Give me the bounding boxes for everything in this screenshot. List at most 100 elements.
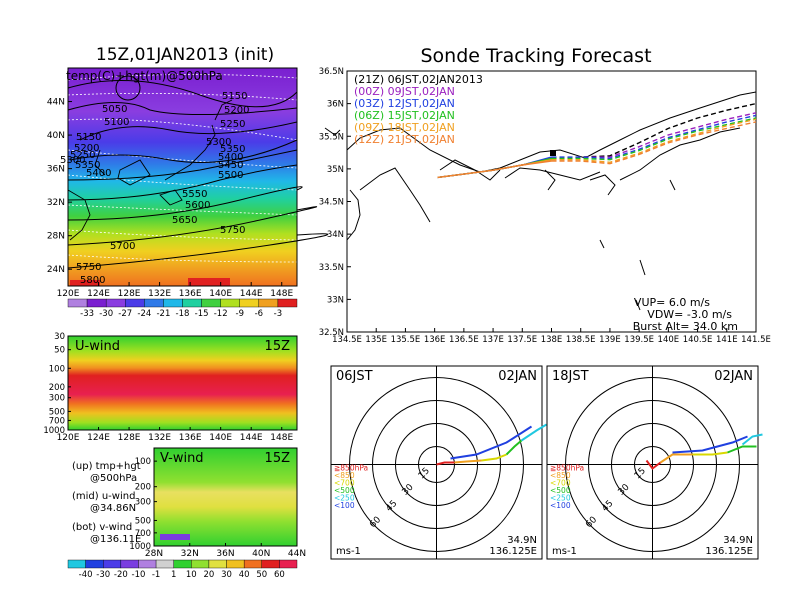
warm-patch xyxy=(70,280,100,286)
colorbar-label: 30 xyxy=(221,570,232,580)
y-tick-label: 30 xyxy=(54,332,65,342)
hodograph-level-label: ≧850hPa xyxy=(550,464,584,473)
upper-panel-label: temp(C)+hgt(m)@500hPa xyxy=(66,69,223,83)
hodograph-trace xyxy=(659,453,693,464)
colorbar-label: -33 xyxy=(80,309,94,319)
y-tick-label: 500 xyxy=(135,516,151,526)
tracking-y-ticks: 32.5N 33N 33.5N 34N 34.5N 35N 35.5N 36N 36.5N xyxy=(319,67,351,338)
colorbar-label: -6 xyxy=(255,309,263,319)
tracking-map: (21Z) 06JST,02JAN2013(00Z) 09JST,02JAN(0… xyxy=(319,67,771,345)
hodograph-level-label: <500 xyxy=(334,486,355,495)
contour-label: 5800 xyxy=(80,275,105,286)
warm-patch-2 xyxy=(188,278,230,286)
y-tick-label: 44N xyxy=(47,98,65,108)
x-tick-label: 136E xyxy=(179,289,202,299)
colorbar-swatch xyxy=(226,559,245,569)
colorbar-swatch xyxy=(243,559,262,569)
track-legend-item: (03Z) 12JST,02JAN xyxy=(354,97,455,110)
y-tick-label: 700 xyxy=(135,529,151,539)
y-tick-label: 50 xyxy=(54,346,65,356)
y-tick-label: 1000 xyxy=(43,426,65,436)
x-tick-label: 134.5E xyxy=(332,335,362,345)
x-tick-label: 32N xyxy=(181,549,199,559)
hodograph-trace xyxy=(505,439,523,456)
wind-colorbar: -40 -30 -20 -10 -1 1 10 20 30 40 50 60 xyxy=(67,559,298,580)
colorbar-label: -3 xyxy=(274,309,282,319)
main-title: Sonde Tracking Forecast xyxy=(420,45,651,67)
temp-colorbar: -33 -30 -27 -24 -21 -18 -15 -12 -9 -6 -3 xyxy=(67,298,298,319)
hodograph-trace xyxy=(672,435,748,454)
x-tick-label: 138.5E xyxy=(566,335,596,345)
x-tick-label: 136E xyxy=(424,335,446,345)
x-tick-label: 40N xyxy=(252,549,270,559)
hodograph-lat: 34.9N xyxy=(507,535,537,546)
u-wind-frame xyxy=(67,335,298,431)
hodograph-trace xyxy=(741,433,763,446)
legend-bot: (bot) v-wind xyxy=(72,522,132,533)
contour-label: 5200 xyxy=(224,105,249,116)
y-tick-label: 200 xyxy=(135,483,151,493)
y-tick-label: 200 xyxy=(49,383,65,393)
v-wind-panel: V-wind 15Z 28N 32N 36N 40N 44N 100 200 300 500 7… xyxy=(129,447,306,559)
x-tick-label: 148E xyxy=(270,289,293,299)
colorbar-label: 50 xyxy=(256,570,267,580)
y-tick-label: 35N xyxy=(327,165,344,175)
colorbar-label: -30 xyxy=(96,570,110,580)
colorbar-label: -30 xyxy=(99,309,113,319)
hodograph-date: 02JAN xyxy=(498,369,537,384)
y-tick-label: 28N xyxy=(47,232,65,242)
v-wind-field xyxy=(154,448,297,546)
colorbar-swatch xyxy=(138,559,157,569)
colorbar-swatch xyxy=(85,559,104,569)
colorbar-label: -21 xyxy=(156,309,170,319)
contour-label: 5300 xyxy=(206,137,231,148)
contour-label: 5350 xyxy=(220,144,245,155)
contour-label: 5050 xyxy=(102,104,127,115)
x-tick-label: 141E xyxy=(716,335,738,345)
colorbar-swatch xyxy=(144,298,164,308)
colorbar-label: -10 xyxy=(132,570,146,580)
colorbar-label: -24 xyxy=(137,309,151,319)
contour-label: 5750 xyxy=(220,225,245,236)
hodograph-level-label: <100 xyxy=(550,501,571,510)
x-tick-label: 140E xyxy=(658,335,680,345)
y-tick-label: 300 xyxy=(135,498,151,508)
legend-mid: (mid) u-wind xyxy=(72,491,135,502)
u-wind-field xyxy=(68,336,297,430)
track-line-solid xyxy=(437,160,552,179)
y-tick-label: 36N xyxy=(327,100,344,110)
colorbar-swatch xyxy=(86,298,107,308)
hodograph-trace xyxy=(454,459,482,464)
temp-field xyxy=(68,68,297,286)
colorbar-swatch xyxy=(261,559,280,569)
track-lines xyxy=(437,102,757,179)
tracking-params: VUP= 6.0 m/s VDW= -3.0 m/s Burst Alt= 34… xyxy=(633,296,738,333)
track-line-dashed xyxy=(551,121,757,165)
legend-bot2: @136.11E xyxy=(90,534,141,545)
u-wind-label: U-wind xyxy=(75,339,120,354)
colorbar-swatch xyxy=(258,298,279,308)
x-tick-label: 139.5E xyxy=(624,335,654,345)
u-wind-panel: U-wind 15Z 120E 124E 128E 132E 136E 140E 144E 1… xyxy=(43,332,298,443)
y-tick-label: 300 xyxy=(49,394,65,404)
hodograph-time: 18JST xyxy=(552,369,589,384)
vup-text: VUP= 6.0 m/s xyxy=(634,296,710,309)
u-x-ticks: 120E 124E 128E 132E 136E 140E 144E 148E xyxy=(57,427,293,443)
track-line-dashed xyxy=(551,117,757,161)
x-tick-label: 140E xyxy=(209,433,232,443)
v-x-ticks: 28N 32N 36N 40N 44N xyxy=(145,543,306,559)
contour-label: 5350 xyxy=(75,160,100,171)
colorbar-swatch xyxy=(201,298,221,308)
x-tick-label: 137E xyxy=(482,335,504,345)
colorbar-swatch xyxy=(239,298,260,308)
track-legend-item: (09Z) 18JST,02JAN xyxy=(354,121,455,134)
colorbar-label: -27 xyxy=(118,309,132,319)
isotherms xyxy=(67,74,298,263)
hodograph-trace xyxy=(645,459,662,470)
coastline xyxy=(67,99,233,241)
y-tick-label: 500 xyxy=(49,407,65,417)
y-tick-label: 24N xyxy=(47,265,65,275)
hodograph-lat: 34.9N xyxy=(723,535,753,546)
map-title: 15Z,01JAN2013 (init) xyxy=(96,45,274,65)
x-tick-label: 36N xyxy=(216,549,234,559)
